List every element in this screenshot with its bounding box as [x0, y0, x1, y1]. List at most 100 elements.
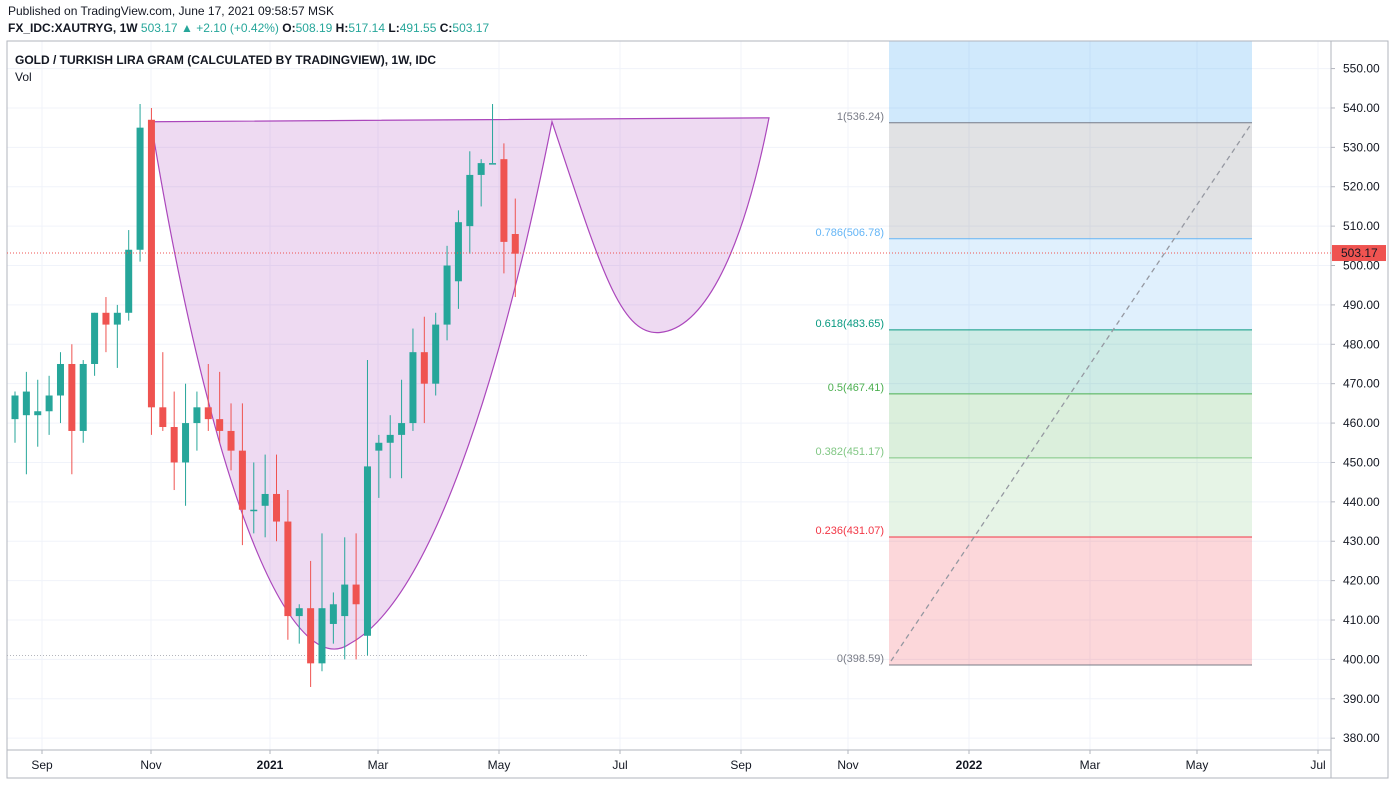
close-value: 503.17 [452, 21, 490, 35]
low-value: 491.55 [399, 21, 437, 35]
up-arrow-icon: ▲ [180, 21, 193, 35]
x-tick-label: Jul [612, 758, 627, 772]
fib-top-zone [889, 41, 1252, 123]
last-price: 503.17 [140, 21, 178, 35]
candle-body [11, 395, 19, 420]
fib-level-label: 1(536.24) [837, 111, 884, 123]
candle-body [170, 427, 178, 463]
open-value: 508.19 [295, 21, 333, 35]
open-label: O: [282, 21, 296, 35]
candle-body [352, 584, 360, 605]
candle-body [204, 407, 212, 420]
fib-zone [889, 122, 1252, 239]
candle-body [79, 363, 87, 431]
fib-level-label: 0.618(483.65) [816, 318, 885, 330]
last-price-label: 503.17 [1341, 246, 1378, 260]
last-price-badge [1332, 245, 1386, 262]
y-tick-label: 490.00 [1343, 298, 1380, 312]
fib-level-label: 0.5(467.41) [828, 382, 884, 394]
y-tick-label: 410.00 [1343, 613, 1380, 627]
price-change: +2.10 (+0.42%) [196, 21, 279, 35]
candle-body [193, 407, 201, 424]
x-tick-label: 2022 [956, 758, 983, 772]
candle-body [295, 608, 303, 617]
candle-body [216, 419, 224, 431]
x-tick-label: Mar [1080, 758, 1101, 772]
x-tick-label: May [1186, 758, 1209, 772]
candle-body [466, 174, 474, 227]
candle-body [318, 608, 326, 664]
close-label: C: [439, 21, 453, 35]
x-tick-label: Sep [31, 758, 53, 772]
candle-body [375, 442, 383, 451]
cup-and-handle-shape [150, 117, 770, 650]
candle-body [22, 391, 30, 416]
candle-body [182, 423, 190, 463]
high-value: 517.14 [348, 21, 386, 35]
x-tick-label: Mar [368, 758, 389, 772]
candles [11, 104, 519, 687]
candle-body [500, 159, 508, 242]
candle-body [386, 434, 394, 443]
candle-body [159, 407, 167, 428]
fib-retracement: 1(536.24) 0.786(506.78) 0.618(483.65) 0.5(4… [816, 41, 1253, 666]
candle-body [136, 127, 144, 250]
y-tick-label: 400.00 [1343, 652, 1380, 666]
high-label: H: [335, 21, 349, 35]
candle-body [443, 265, 451, 325]
x-tick-label: Nov [837, 758, 858, 772]
candle-body [432, 324, 440, 384]
y-tick-label: 450.00 [1343, 455, 1380, 469]
x-tick-label: Sep [730, 758, 752, 772]
candle-body [147, 119, 155, 408]
candle-body [341, 584, 349, 617]
candle-body [227, 430, 235, 451]
x-tick-label: May [488, 758, 511, 772]
fib-zone [889, 238, 1252, 330]
chart-title: GOLD / TURKISH LIRA GRAM (CALCULATED BY … [15, 53, 437, 67]
y-tick-label: 480.00 [1343, 337, 1380, 351]
x-tick-label: 2021 [257, 758, 284, 772]
y-tick-label: 440.00 [1343, 495, 1380, 509]
y-tick-label: 380.00 [1343, 731, 1380, 745]
y-tick-label: 540.00 [1343, 101, 1380, 115]
candle-body [125, 249, 133, 313]
fib-zone [889, 537, 1252, 665]
cup-pattern [7, 117, 770, 656]
y-tick-label: 530.00 [1343, 140, 1380, 154]
candle-body [261, 493, 269, 506]
candle-body [307, 608, 315, 664]
candle-body [409, 352, 417, 424]
candle-body [102, 312, 110, 325]
published-note: Published on TradingView.com, June 17, 2… [8, 4, 334, 18]
candle-body [477, 163, 485, 175]
x-tick-label: Jul [1310, 758, 1325, 772]
symbol-label: FX_IDC:XAUTRYG, 1W [8, 21, 138, 35]
y-tick-label: 390.00 [1343, 692, 1380, 706]
candle-body [284, 521, 292, 617]
candle-body [398, 423, 406, 435]
fib-level-label: 0(398.59) [837, 653, 884, 665]
y-tick-label: 460.00 [1343, 416, 1380, 430]
y-tick-label: 550.00 [1343, 62, 1380, 76]
fib-level-label: 0.382(451.17) [816, 446, 885, 458]
chart-grid [7, 41, 1331, 750]
candle-body [489, 163, 497, 165]
low-label: L: [388, 21, 400, 35]
candle-body [454, 222, 462, 282]
candle-body [68, 363, 76, 431]
candle-body [238, 450, 246, 510]
fib-zone [889, 393, 1252, 458]
y-tick-label: 520.00 [1343, 180, 1380, 194]
candle-body [273, 493, 281, 522]
y-tick-label: 510.00 [1343, 219, 1380, 233]
candle-body [56, 363, 64, 396]
candle-body [511, 234, 519, 254]
volume-indicator-label[interactable]: Vol [15, 70, 32, 84]
fib-trend-line [890, 122, 1253, 662]
fib-level-label: 0.236(431.07) [816, 525, 885, 537]
candle-body [329, 604, 337, 624]
ohlc-legend: FX_IDC:XAUTRYG, 1W 503.17 ▲ +2.10 (+0.42… [8, 21, 489, 35]
y-tick-label: 470.00 [1343, 377, 1380, 391]
